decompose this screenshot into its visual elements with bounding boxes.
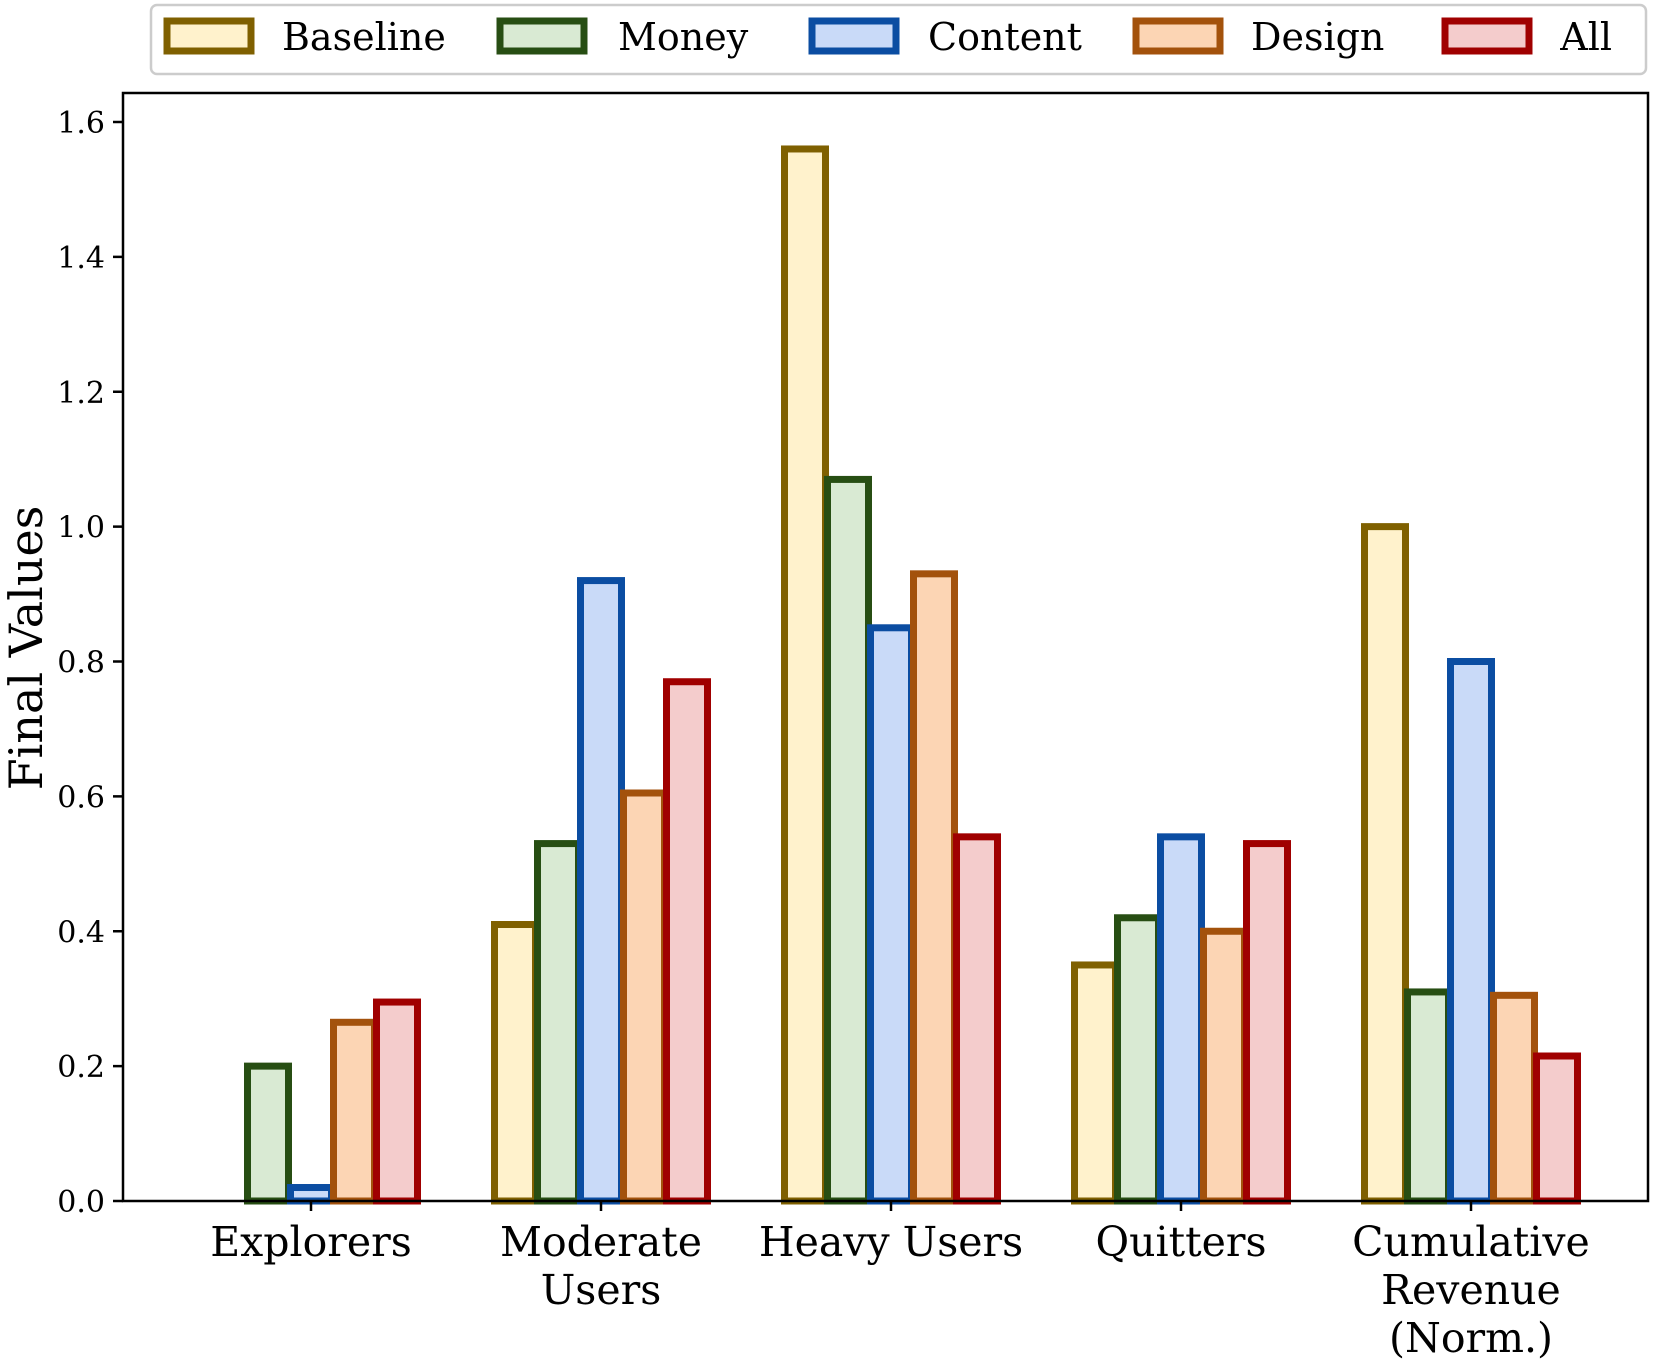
bar-money-0 <box>244 1062 292 1205</box>
x-category-label: Cumulative <box>1352 1218 1590 1266</box>
bar-all-4 <box>1533 1052 1581 1205</box>
y-tick-label: 1.2 <box>57 376 105 411</box>
y-tick-label: 0.4 <box>57 915 105 950</box>
bar-all-1 <box>663 678 711 1205</box>
bar-design-1 <box>620 789 668 1205</box>
y-tick-label: 0.6 <box>57 780 105 815</box>
y-tick-label: 0.0 <box>57 1185 105 1220</box>
legend-label-all: All <box>1559 15 1612 59</box>
bar-money-1 <box>534 840 582 1205</box>
bar-design-2 <box>910 570 958 1205</box>
y-tick-label: 1.0 <box>57 511 105 546</box>
legend-label-design: Design <box>1251 15 1384 59</box>
bars-group <box>244 145 1581 1205</box>
y-axis-label: Final Values <box>0 506 53 791</box>
bar-all-2 <box>953 833 1001 1205</box>
bar-money-3 <box>1114 914 1162 1205</box>
legend-swatch-design <box>1132 17 1224 55</box>
bar-money-4 <box>1404 988 1452 1205</box>
bar-content-0 <box>287 1184 335 1205</box>
legend-swatch-all <box>1441 17 1533 55</box>
bar-content-2 <box>867 624 915 1205</box>
legend-label-money: Money <box>618 15 749 59</box>
y-tick-label: 0.8 <box>57 646 105 681</box>
legend-label-content: Content <box>928 15 1082 59</box>
bar-design-4 <box>1490 991 1538 1205</box>
legend-swatch-baseline <box>163 17 255 55</box>
bar-money-2 <box>824 475 872 1205</box>
x-category-label: Moderate <box>500 1218 702 1266</box>
bar-baseline-3 <box>1071 961 1119 1205</box>
bar-content-1 <box>577 577 625 1205</box>
x-category-label: Explorers <box>210 1218 412 1266</box>
bar-all-3 <box>1243 840 1291 1205</box>
legend-swatch-money <box>496 17 588 55</box>
bar-content-4 <box>1447 658 1495 1205</box>
y-tick-label: 1.4 <box>57 241 105 276</box>
bar-baseline-1 <box>491 921 539 1205</box>
bar-content-3 <box>1157 833 1205 1205</box>
x-category-label: (Norm.) <box>1389 1314 1553 1362</box>
x-category-label: Heavy Users <box>759 1218 1023 1266</box>
x-category-label: Users <box>541 1266 662 1314</box>
bar-baseline-2 <box>781 145 829 1205</box>
bar-all-0 <box>373 998 421 1205</box>
y-ticks-group: 0.0 0.2 0.4 0.6 0.8 1.0 1.2 1.4 1.6 <box>57 106 123 1220</box>
legend: Baseline Money Content Design All <box>149 3 1648 76</box>
axes-group <box>121 91 1650 1203</box>
x-category-label: Quitters <box>1096 1218 1267 1266</box>
plot-frame <box>121 91 1650 1203</box>
y-tick-label: 0.2 <box>57 1050 105 1085</box>
y-tick-label: 1.6 <box>57 106 105 141</box>
legend-swatch-content <box>808 17 900 55</box>
bar-design-0 <box>330 1018 378 1205</box>
bar-design-3 <box>1200 927 1248 1205</box>
legend-label-baseline: Baseline <box>282 15 446 59</box>
x-category-label: Revenue <box>1381 1266 1561 1314</box>
bar-baseline-4 <box>1361 523 1409 1205</box>
